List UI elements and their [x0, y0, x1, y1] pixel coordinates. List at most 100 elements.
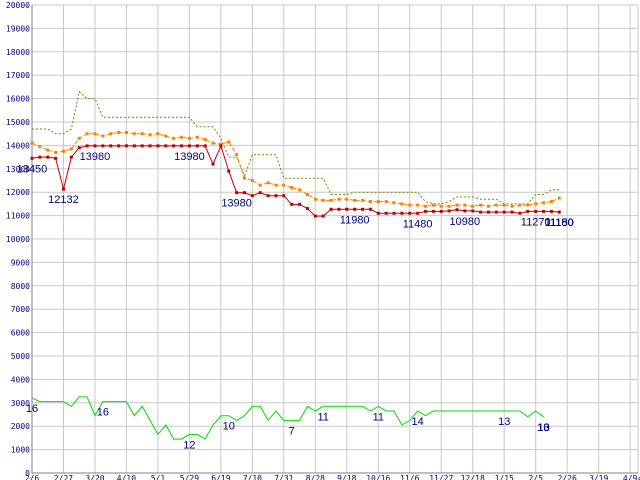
avg-point [305, 193, 309, 197]
y-tick-label: 12000 [6, 188, 30, 197]
min-point [258, 191, 262, 195]
data-label: 13450 [17, 163, 48, 175]
avg-point [203, 138, 207, 142]
min-point [298, 202, 302, 206]
min-point [187, 144, 191, 148]
y-tick-label: 17000 [6, 71, 30, 80]
data-labels: 13450 12132 13980 13980 13980 11980 11480 10980… [17, 151, 574, 452]
avg-point [557, 196, 561, 200]
x-tick-label: 2/27 [54, 474, 73, 480]
avg-point [400, 202, 404, 206]
min-point [282, 194, 286, 198]
min-point [400, 211, 404, 215]
min-point [471, 209, 475, 213]
min-point [30, 156, 34, 160]
avg-point [368, 200, 372, 204]
min-point [321, 214, 325, 218]
avg-point [479, 203, 483, 207]
avg-point [542, 201, 546, 205]
avg-point [156, 132, 160, 136]
data-label: 13 [537, 422, 549, 434]
avg-point [494, 203, 498, 207]
x-tick-label: 3/19 [589, 474, 608, 480]
x-tick-label: 9/18 [337, 474, 356, 480]
series-layer [30, 90, 561, 440]
y-tick-label: 13000 [6, 165, 30, 174]
min-point [329, 207, 333, 211]
avg-point [109, 132, 113, 136]
min-point [447, 209, 451, 213]
y-tick-label: 8000 [11, 282, 30, 291]
avg-point [384, 200, 388, 204]
min-point [479, 210, 483, 214]
x-tick-label: 6/19 [211, 474, 230, 480]
x-tick-label: 4/16 [638, 474, 640, 480]
min-point [549, 209, 553, 213]
min-point [486, 210, 490, 214]
data-label: 7 [289, 425, 295, 437]
avg-point [463, 203, 467, 207]
min-point [180, 144, 184, 148]
data-label: 13 [537, 422, 549, 434]
avg-point [266, 181, 270, 185]
avg-point [353, 198, 357, 202]
x-tick-label: 4/9 [623, 474, 638, 480]
data-label: 10 [537, 422, 549, 434]
x-tick-label: 8/28 [306, 474, 325, 480]
data-label: 13 [537, 422, 549, 434]
min-point [439, 209, 443, 213]
data-label: 11980 [340, 214, 370, 226]
min-point [85, 144, 89, 148]
avg-point [77, 136, 81, 140]
avg-point [392, 201, 396, 205]
avg-point [30, 141, 34, 145]
y-tick-label: 18000 [6, 48, 30, 57]
y-tick-label: 9000 [11, 258, 30, 267]
data-label: 10 [223, 421, 235, 433]
min-point [542, 209, 546, 213]
avg-point [298, 188, 302, 192]
avg-point [510, 204, 514, 208]
min-point [235, 191, 239, 195]
min-point [140, 144, 144, 148]
y-tick-label: 7000 [11, 305, 30, 314]
min-point [534, 209, 538, 213]
avg-point [235, 153, 239, 157]
avg-point [431, 203, 435, 207]
avg-point [61, 149, 65, 153]
y-tick-label: 10000 [6, 235, 30, 244]
avg-point [132, 132, 136, 136]
min-point [195, 144, 199, 148]
avg-point [313, 197, 317, 201]
min-point [274, 194, 278, 198]
min-point [77, 146, 81, 150]
x-tick-label: 11/27 [429, 474, 453, 480]
avg-point [38, 145, 42, 149]
avg-point [187, 136, 191, 140]
x-tick-label: 2/26 [558, 474, 577, 480]
data-label: 13980 [80, 151, 111, 163]
min-point [93, 144, 97, 148]
avg-point [46, 148, 50, 152]
min-point [54, 156, 58, 160]
data-label: 16 [97, 407, 109, 419]
y-tick-label: 20000 [6, 1, 30, 10]
min-point [337, 207, 341, 211]
y-tick-label: 3000 [11, 399, 30, 408]
data-label: 13980 [221, 198, 252, 210]
min-point [353, 207, 357, 211]
min-point [109, 144, 113, 148]
y-tick-label: 6000 [11, 329, 30, 338]
avg-point [250, 179, 254, 182]
min-point [38, 155, 42, 159]
data-label: 14 [412, 416, 424, 428]
min-point [408, 211, 412, 215]
avg-point [172, 136, 176, 140]
avg-point [258, 183, 262, 187]
data-label: 11180 [545, 217, 574, 229]
y-axis: 0 1000 2000 3000 4000 5000 6000 7000 8000 9000 100… [6, 1, 30, 478]
y-tick-label: 11000 [6, 212, 30, 221]
avg-point [117, 131, 121, 135]
